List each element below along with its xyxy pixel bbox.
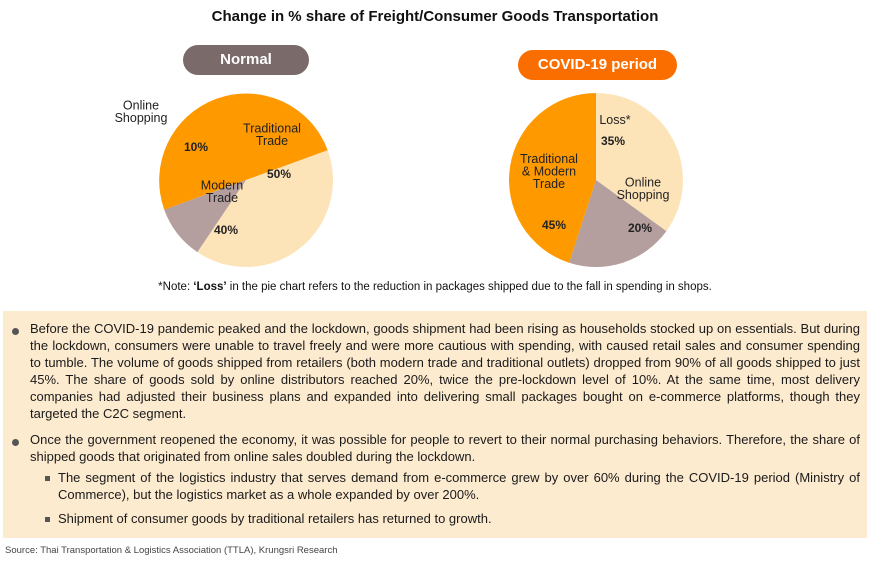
sub-bullet-square-icon — [45, 476, 50, 481]
sub-bullet-square-icon — [45, 517, 50, 522]
sub-bullet-paragraph: Shipment of consumer goods by traditiona… — [58, 511, 492, 526]
pie-slice-online-shopping — [569, 180, 667, 267]
pie-slice-label: Loss* — [599, 113, 630, 127]
normal-period-badge: Normal — [183, 45, 309, 75]
note-suffix: in the pie chart refers to the reduction… — [226, 281, 712, 293]
pie-slice-traditional-trade — [159, 93, 328, 210]
commentary-panel: Before the COVID-19 pandemic peaked and … — [3, 311, 867, 538]
pie-slice-label: Online Shopping — [617, 176, 670, 203]
bullet-dot-icon — [12, 439, 19, 446]
pie-slice-label: Online Shopping — [115, 99, 168, 126]
note-bold: ‘Loss’ — [193, 281, 227, 293]
pie-slice-value-label: 45% — [542, 218, 566, 232]
sub-bullet-paragraph: The segment of the logistics industry th… — [58, 470, 860, 502]
pie-slice-online-shopping — [164, 180, 246, 253]
pie-slice-label: Modern Trade — [201, 179, 243, 206]
bullet-paragraph: Once the government reopened the economy… — [30, 432, 860, 464]
bullet-dot-icon — [12, 328, 19, 335]
pie-slice-modern-trade — [197, 150, 333, 268]
pie-slice-label: Traditional Trade — [243, 122, 301, 149]
pie-slice-value-label: 20% — [628, 221, 652, 235]
pie-slice-traditional-modern-trade — [509, 93, 596, 263]
chart-title: Change in % share of Freight/Consumer Go… — [211, 8, 659, 25]
pie-charts: Traditional Trade 50% Modern Trade 40% Online S… — [115, 93, 683, 268]
pie-slice-value-label: 10% — [184, 140, 208, 154]
chart-note: *Note: ‘Loss’ in the pie chart refers to… — [0, 281, 870, 293]
bullet-paragraph: Before the COVID-19 pandemic peaked and … — [30, 321, 860, 421]
pie-slice-loss — [596, 93, 683, 232]
pie-slice-value-label: 35% — [601, 134, 625, 148]
pie-slice-value-label: 50% — [267, 167, 291, 181]
pie-slice-value-label: 40% — [214, 223, 238, 237]
pie-slice-label: Traditional & Modern Trade — [520, 152, 578, 191]
note-prefix: *Note: — [158, 281, 194, 293]
covid-period-badge: COVID-19 period — [518, 50, 677, 80]
source-text: Source: Thai Transportation & Logistics … — [5, 545, 338, 556]
